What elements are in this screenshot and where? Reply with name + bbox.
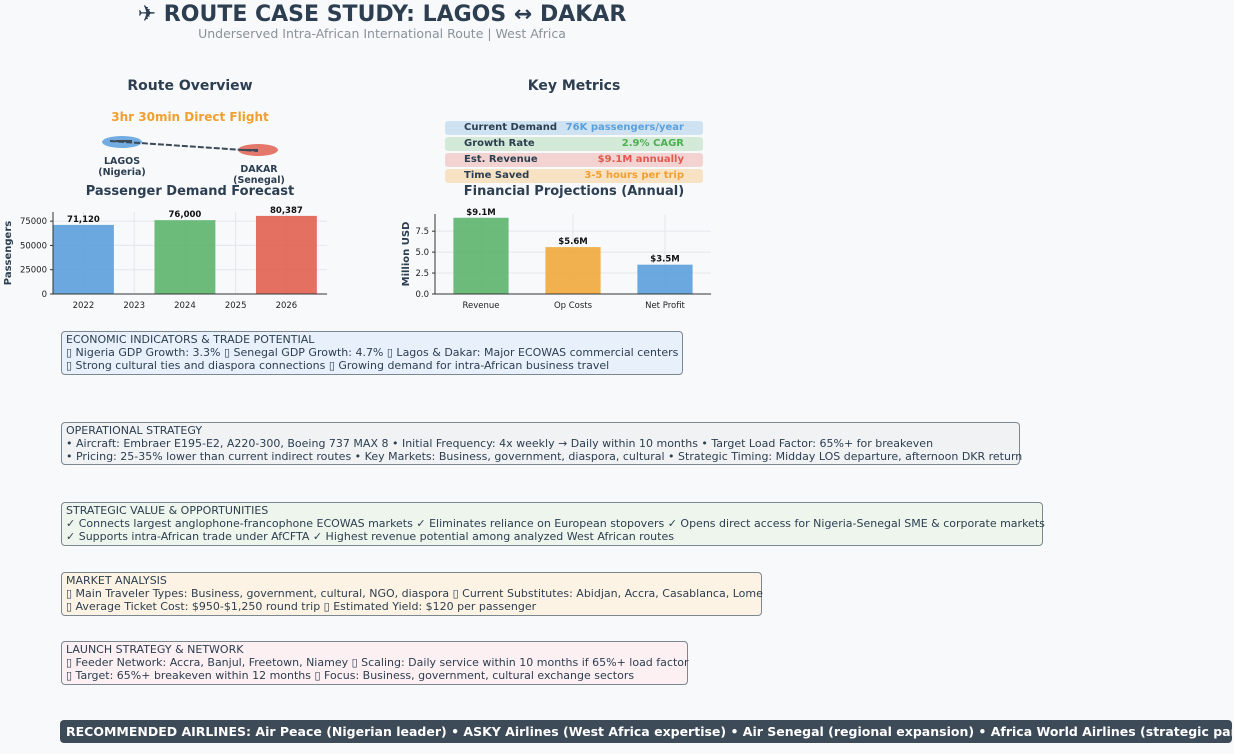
metric-label: Est. Revenue bbox=[464, 154, 538, 165]
financial-bar-0 bbox=[453, 217, 509, 294]
financial-y-axis-label: Million USD bbox=[401, 222, 412, 287]
demand-chart: 0 25000 50000 75000 2022 2023 2024 2025 2026 71,1… bbox=[3, 206, 327, 311]
x-tick-label: Op Costs bbox=[554, 301, 593, 311]
metric-label: Time Saved bbox=[464, 170, 530, 181]
lagos-label: LAGOS (Nigeria) bbox=[98, 156, 146, 178]
x-tick-label: 2026 bbox=[276, 301, 298, 311]
financial-bar-2 bbox=[637, 264, 693, 294]
recommended-airlines-banner: RECOMMENDED AIRLINES: Air Peace (Nigeria… bbox=[60, 720, 1232, 743]
page-subtitle: Underserved Intra-African International … bbox=[198, 26, 566, 41]
operational-strategy-box: OPERATIONAL STRATEGY • Aircraft: Embraer… bbox=[61, 422, 1023, 465]
metric-pill-1: Growth Rate 2.9% CAGR bbox=[445, 137, 703, 151]
demand-chart-title: Passenger Demand Forecast bbox=[85, 184, 295, 199]
financial-data-label: $3.5M bbox=[650, 255, 679, 265]
y-tick-label: 25000 bbox=[20, 266, 47, 276]
x-tick-label: 2025 bbox=[225, 301, 247, 311]
metric-value: $9.1M annually bbox=[597, 154, 684, 165]
market-line-2: ▯ Average Ticket Cost: $950-$1,250 round… bbox=[66, 599, 537, 613]
y-tick-label: 50000 bbox=[20, 241, 47, 251]
x-tick-label: 2022 bbox=[73, 301, 95, 311]
key-metrics-title: Key Metrics bbox=[527, 78, 621, 94]
operational-title: OPERATIONAL STRATEGY bbox=[66, 424, 203, 437]
market-line-1: ▯ Main Traveler Types: Business, governm… bbox=[66, 586, 763, 600]
y-tick-label: 75000 bbox=[20, 217, 47, 227]
metric-pill-3: Time Saved 3-5 hours per trip bbox=[445, 169, 703, 183]
x-tick-label: 2024 bbox=[174, 301, 196, 311]
strategic-value-box: STRATEGIC VALUE & OPPORTUNITIES ✓ Connec… bbox=[61, 502, 1045, 546]
financial-data-label: $5.6M bbox=[558, 237, 587, 247]
metric-value: 2.9% CAGR bbox=[621, 138, 684, 149]
route-overview-title: Route Overview bbox=[127, 78, 253, 94]
financial-chart-title: Financial Projections (Annual) bbox=[463, 184, 685, 199]
route-line bbox=[109, 140, 259, 152]
financial-data-label: $9.1M bbox=[466, 208, 495, 218]
financial-chart: 0.0 2.5 5.0 7.5 $9.1M Revenue $5.6M Op Costs $3.… bbox=[401, 208, 711, 311]
economic-line-2: ▯ Strong cultural ties and diaspora conn… bbox=[66, 358, 610, 372]
market-title: MARKET ANALYSIS bbox=[66, 574, 167, 587]
metric-pill-2: Est. Revenue $9.1M annually bbox=[445, 153, 703, 167]
economic-line-1: ▯ Nigeria GDP Growth: 3.3% ▯ Senegal GDP… bbox=[66, 345, 679, 359]
strategic-title: STRATEGIC VALUE & OPPORTUNITIES bbox=[66, 504, 269, 517]
y-tick-label: 7.5 bbox=[415, 227, 429, 237]
launch-line-1: ▯ Feeder Network: Accra, Banjul, Freetow… bbox=[66, 655, 689, 669]
launch-title: LAUNCH STRATEGY & NETWORK bbox=[66, 643, 244, 656]
y-tick-label: 2.5 bbox=[415, 269, 429, 279]
x-tick-label: 2023 bbox=[123, 301, 145, 311]
demand-data-label: 80,387 bbox=[270, 206, 303, 216]
metric-value: 76K passengers/year bbox=[565, 122, 684, 133]
y-tick-label: 0 bbox=[42, 290, 47, 300]
launch-line-2: ▯ Target: 65%+ breakeven within 12 month… bbox=[66, 668, 635, 682]
y-tick-label: 0.0 bbox=[415, 290, 429, 300]
economic-title: ECONOMIC INDICATORS & TRADE POTENTIAL bbox=[66, 333, 315, 346]
strategic-line-2: ✓ Supports intra-African trade under AfC… bbox=[66, 529, 674, 543]
dakar-label: DAKAR (Senegal) bbox=[233, 164, 285, 186]
demand-data-label: 71,120 bbox=[67, 215, 100, 225]
route-map bbox=[102, 136, 278, 156]
metric-label: Current Demand bbox=[464, 122, 558, 133]
demand-data-label: 76,000 bbox=[169, 210, 202, 220]
demand-bar-2022 bbox=[53, 224, 114, 294]
demand-bar-2026 bbox=[255, 215, 317, 294]
launch-strategy-box: LAUNCH STRATEGY & NETWORK ▯ Feeder Netwo… bbox=[61, 641, 689, 685]
market-analysis-box: MARKET ANALYSIS ▯ Main Traveler Types: B… bbox=[61, 572, 763, 616]
metric-label: Growth Rate bbox=[464, 138, 535, 149]
operational-line-1: • Aircraft: Embraer E195-E2, A220-300, B… bbox=[66, 436, 934, 450]
economic-indicators-box: ECONOMIC INDICATORS & TRADE POTENTIAL ▯ … bbox=[61, 331, 683, 375]
metric-pill-0: Current Demand 76K passengers/year bbox=[445, 121, 703, 135]
y-tick-label: 5.0 bbox=[415, 248, 429, 258]
demand-bar-2024 bbox=[154, 220, 216, 294]
metric-value: 3-5 hours per trip bbox=[584, 170, 684, 181]
x-tick-label: Net Profit bbox=[645, 301, 685, 311]
page-title: ✈ ROUTE CASE STUDY: LAGOS ↔ DAKAR bbox=[137, 2, 627, 27]
financial-bar-1 bbox=[545, 247, 601, 294]
strategic-line-1: ✓ Connects largest anglophone-francophon… bbox=[66, 516, 1045, 530]
flight-time-label: 3hr 30min Direct Flight bbox=[111, 110, 269, 124]
demand-y-axis-label: Passengers bbox=[3, 221, 14, 285]
operational-line-2: • Pricing: 25-35% lower than current ind… bbox=[66, 449, 1023, 463]
x-tick-label: Revenue bbox=[462, 301, 499, 311]
